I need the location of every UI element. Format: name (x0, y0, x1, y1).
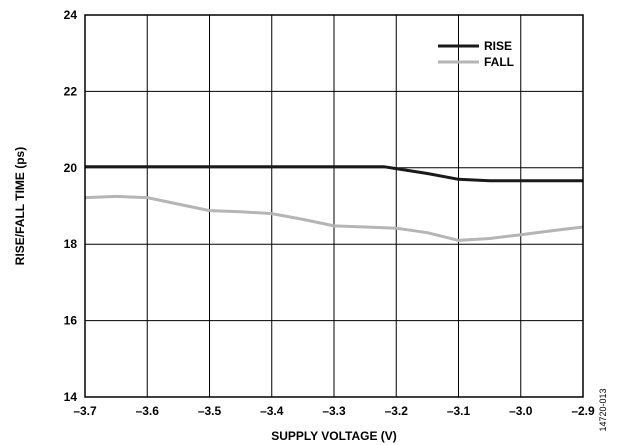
y-tick-label: 18 (64, 237, 78, 251)
legend-label-rise: RISE (484, 39, 512, 53)
y-tick-label: 24 (64, 8, 78, 22)
x-tick-label: –3.7 (73, 404, 97, 418)
x-tick-label: –3.2 (385, 404, 409, 418)
x-tick-label: –2.9 (571, 404, 595, 418)
series-line-rise (85, 165, 583, 183)
y-tick-label: 16 (64, 314, 78, 328)
grid (84, 14, 584, 398)
series-lines (84, 165, 584, 242)
x-axis-title: SUPPLY VOLTAGE (V) (271, 429, 397, 443)
figure-id: 14720-013 (598, 388, 608, 431)
x-tick-label: –3.3 (322, 404, 346, 418)
y-tick-label: 14 (64, 390, 78, 404)
y-tick-label: 20 (64, 161, 78, 175)
x-tick-label: –3.6 (136, 404, 160, 418)
y-axis-title: RISE/FALL TIME (ps) (13, 147, 27, 265)
x-tick-labels: –3.7 –3.6 –3.5 –3.4 –3.3 –3.2 –3.1 –3.0 –2.9 (73, 404, 595, 418)
x-tick-label: –3.1 (447, 404, 471, 418)
x-tick-label: –3.0 (509, 404, 533, 418)
series-line-fall (84, 194, 584, 242)
y-tick-label: 22 (64, 84, 78, 98)
legend-label-fall: FALL (484, 55, 514, 69)
plot-frame (84, 14, 584, 398)
x-tick-label: –3.4 (260, 404, 284, 418)
legend: RISE FALL (438, 39, 514, 69)
x-tick-label: –3.5 (198, 404, 222, 418)
y-tick-labels: 14 16 18 20 22 24 (64, 8, 78, 404)
